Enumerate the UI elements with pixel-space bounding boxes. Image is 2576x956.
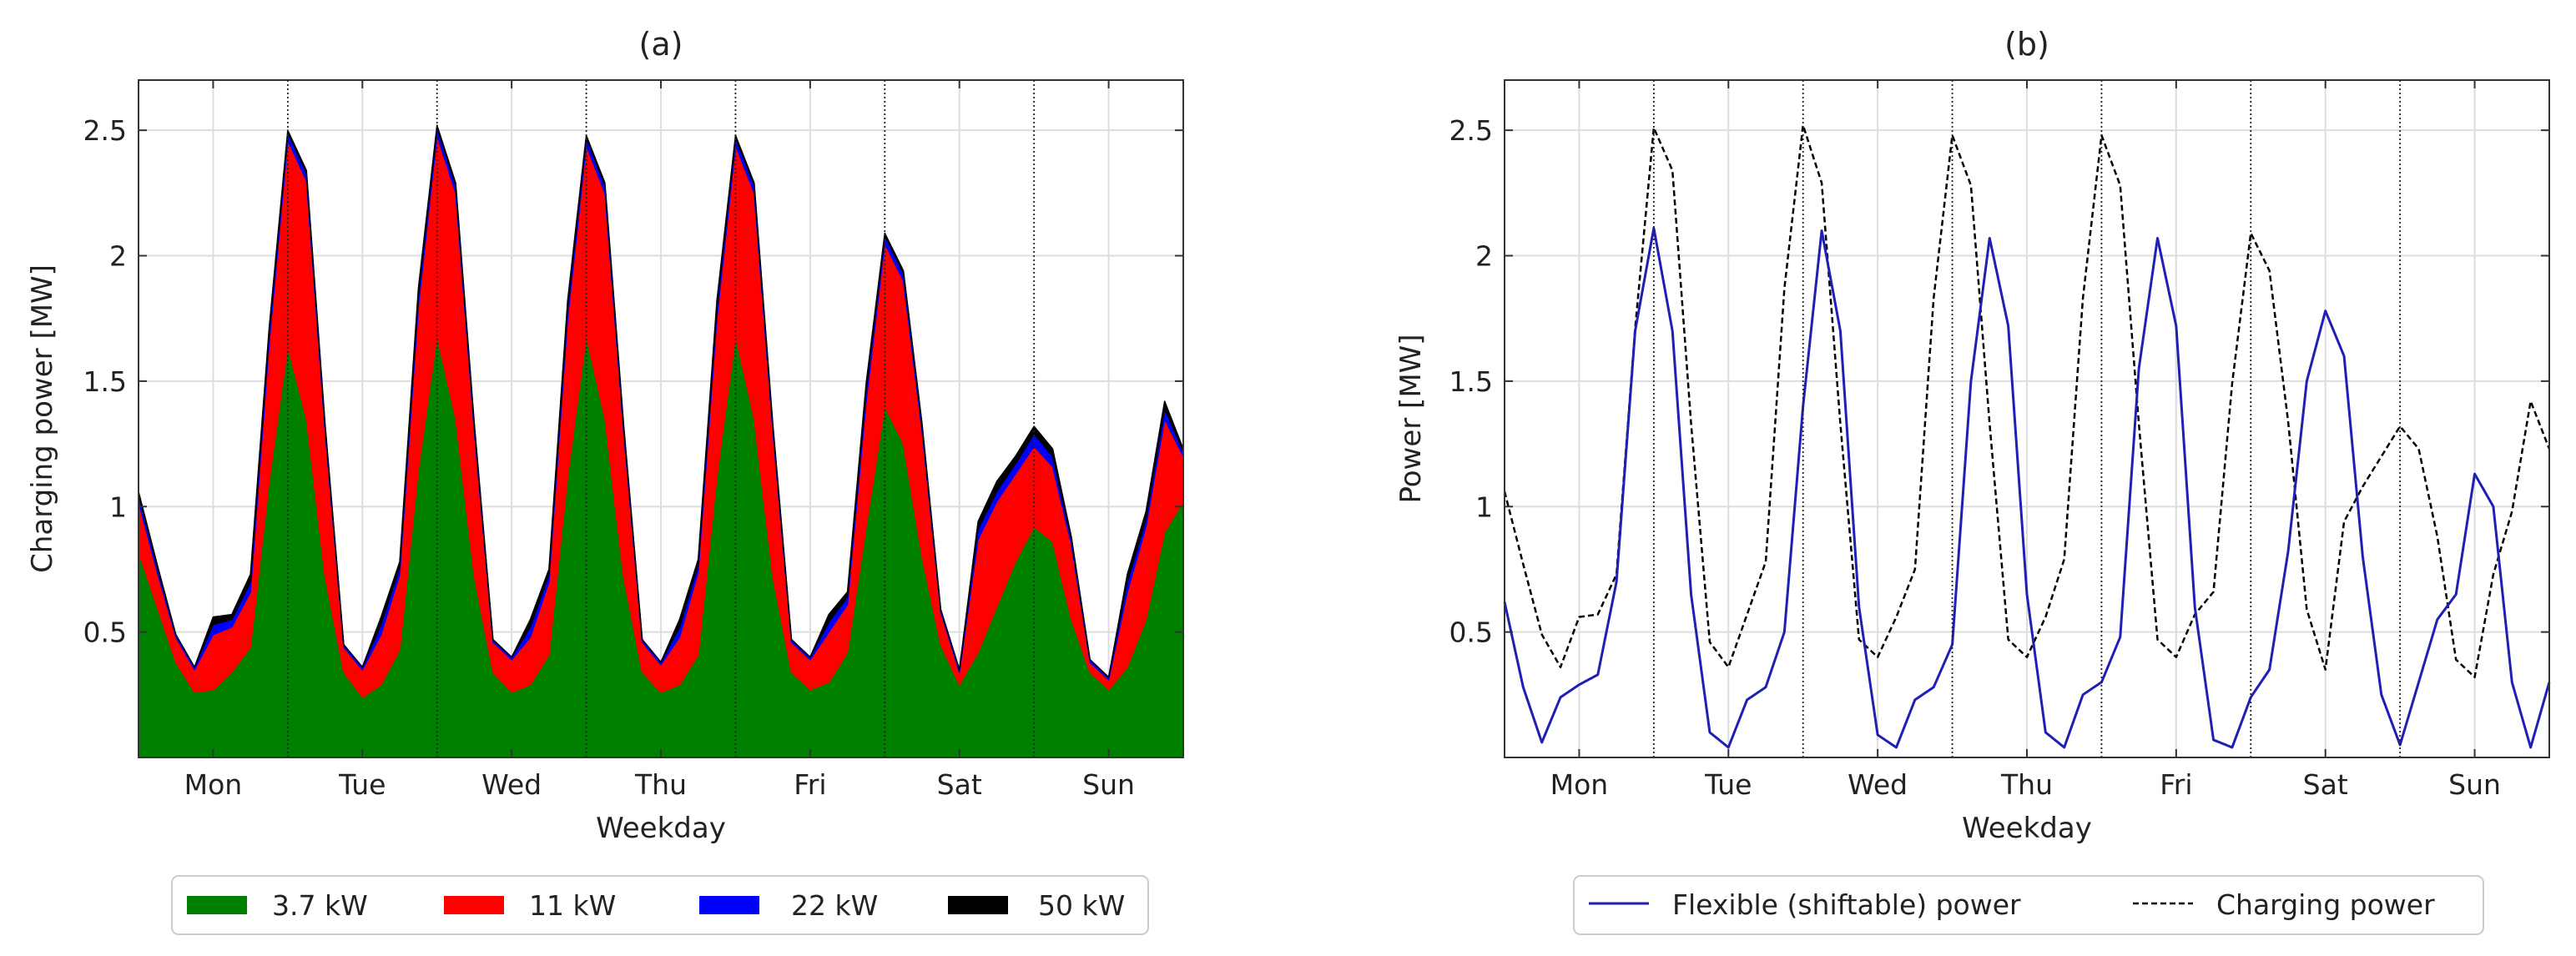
legend-label-flexible-power: Flexible (shiftable) power [1672,888,2021,921]
panel-b-ytick-label-2: 2 [1475,240,1493,273]
line-series-charging-power [1503,123,2551,679]
panel-a-ytick-label-2: 2 [109,240,127,273]
panel-a-xtick-label-sat: Sat [937,768,982,801]
legend-label-11kw: 11 kW [529,889,616,922]
panel-b-ytick-label-1: 1 [1475,491,1493,523]
panel-b-xtick-label-tue: Tue [1704,768,1752,801]
panel-a-xtick-label-mon: Mon [184,768,243,801]
panel-b-x-ticks: Mon Tue Wed Thu Fri Sat Sun [1550,80,2501,801]
panel-a-ytick-label-1-5: 1.5 [83,365,127,398]
panel-a: (a) 0.5 1 1.5 2 2.5 Mon Tue Wed Thu Fri Sat Sun We… [26,26,1184,845]
panel-a-y-axis-label: Charging power [MW] [26,264,59,573]
panel-a-ytick-label-0-5: 0.5 [83,616,127,649]
legend-swatch-22kw [699,896,759,914]
legend-label-22kw: 22 kW [791,889,878,922]
panel-a-x-axis-label: Weekday [596,812,726,845]
panel-b-xtick-label-sat: Sat [2303,768,2348,801]
panel-a-y-ticks: 0.5 1 1.5 2 2.5 [83,114,1183,649]
panel-b-x-axis-label: Weekday [1962,812,2092,845]
panel-a-xtick-label-sun: Sun [1082,768,1135,801]
panel-b-ytick-label-1-5: 1.5 [1449,365,1493,398]
panel-b: (b) 0.5 1 1.5 2 2.5 Mon Tue Wed Thu Fri Sat Sun We… [1394,26,2551,845]
panel-b-xtick-label-sun: Sun [2448,768,2501,801]
panel-b-y-axis-label: Power [MW] [1394,334,1428,503]
panel-a-xtick-label-wed: Wed [481,768,542,801]
legend-a: 3.7 kW 11 kW 22 kW 50 kW [171,875,1149,935]
legend-swatch-11kw [444,896,504,914]
panel-b-lines [1503,123,2551,749]
legend-b: Flexible (shiftable) power Charging powe… [1573,875,2484,935]
panel-a-x-ticks: Mon Tue Wed Thu Fri Sat Sun [184,80,1135,801]
panel-a-xtick-label-tue: Tue [338,768,386,801]
panel-b-ytick-label-0-5: 0.5 [1449,616,1493,649]
panel-b-grid [1505,80,2549,757]
panel-b-ytick-label-2-5: 2.5 [1449,114,1493,147]
panel-a-xtick-label-thu: Thu [634,768,687,801]
panel-a-xtick-label-fri: Fri [794,768,826,801]
panel-a-day-dividers [286,80,1036,757]
panel-b-xtick-label-mon: Mon [1550,768,1609,801]
panel-a-ytick-label-1: 1 [109,491,127,523]
panel-b-day-dividers [1652,80,2402,757]
legend-label-50kw: 50 kW [1038,889,1125,922]
legend-label-3-7kw: 3.7 kW [272,889,368,922]
panel-b-xtick-label-fri: Fri [2160,768,2192,801]
panel-b-title: (b) [2004,26,2049,63]
line-series-flexible-shiftable-power [1503,226,2551,749]
legend-swatch-3-7kw [187,896,247,914]
panel-b-xtick-label-thu: Thu [2000,768,2053,801]
panel-b-y-ticks: 0.5 1 1.5 2 2.5 [1449,114,2549,649]
panel-a-title: (a) [639,26,683,63]
panel-a-ytick-label-2-5: 2.5 [83,114,127,147]
panel-b-xtick-label-wed: Wed [1848,768,1908,801]
legend-b-box [1573,875,2484,935]
legend-a-box [171,875,1149,935]
legend-label-charging-power: Charging power [2216,888,2435,921]
legend-swatch-50kw [948,896,1008,914]
